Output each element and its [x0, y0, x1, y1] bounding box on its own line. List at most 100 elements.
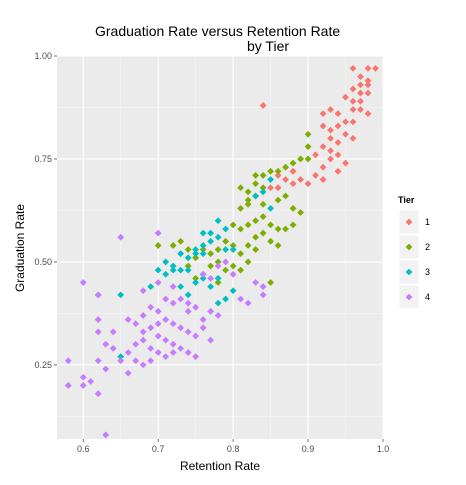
data-point-tier-4: [192, 303, 200, 311]
data-point-tier-2: [252, 246, 259, 253]
data-point-tier-3: [192, 279, 200, 286]
data-point-tier-4: [259, 283, 267, 291]
data-point-tier-3: [199, 250, 207, 258]
data-point-tier-1: [327, 126, 334, 134]
data-point-tier-2: [274, 167, 282, 175]
data-point-tier-4: [132, 340, 140, 348]
data-point-tier-1: [334, 139, 342, 146]
data-point-tier-1: [312, 172, 319, 179]
chart-title-line-2: by Tier: [247, 38, 290, 54]
data-point-tier-3: [162, 258, 170, 266]
data-point-tier-4: [207, 307, 215, 315]
data-point-tier-4: [184, 349, 192, 356]
data-point-tier-1: [334, 110, 342, 118]
data-point-tier-4: [184, 307, 192, 315]
data-point-tier-2: [259, 200, 267, 208]
data-point-tier-4: [244, 299, 252, 307]
data-point-tier-4: [154, 349, 162, 356]
data-point-tier-4: [207, 336, 215, 344]
data-point-tier-4: [139, 287, 147, 295]
data-point-tier-4: [169, 349, 177, 356]
data-point-tier-2: [237, 266, 245, 274]
data-point-tier-2: [192, 254, 200, 262]
data-point-tier-2: [244, 221, 252, 229]
data-point-tier-2: [289, 159, 297, 167]
data-point-tier-3: [169, 262, 177, 270]
data-point-tier-1: [357, 73, 364, 80]
data-point-tier-4: [177, 295, 185, 303]
data-point-tier-3: [229, 287, 237, 295]
data-point-tier-1: [349, 134, 357, 142]
data-point-tier-4: [117, 357, 125, 365]
data-point-tier-2: [267, 221, 274, 229]
data-point-tier-3: [252, 192, 259, 200]
data-point-tier-3: [117, 353, 125, 361]
data-point-tier-3: [199, 229, 207, 237]
data-point-tier-2: [169, 242, 177, 249]
data-point-tier-2: [252, 172, 259, 179]
data-point-tier-4: [79, 279, 87, 286]
data-point-tier-2: [177, 237, 185, 245]
data-point-tier-3: [222, 295, 230, 303]
data-point-tier-2: [252, 180, 259, 188]
data-point-tier-4: [147, 324, 155, 332]
data-point-tier-1: [334, 122, 342, 130]
data-point-tier-1: [364, 110, 372, 118]
data-point-tier-2: [274, 196, 282, 204]
data-point-tier-1: [349, 106, 357, 113]
data-point-tier-2: [259, 213, 267, 221]
data-point-tier-3: [259, 188, 267, 196]
data-point-tier-4: [94, 328, 102, 336]
data-point-tier-2: [244, 242, 252, 249]
data-point-tier-1: [319, 110, 327, 118]
data-point-tier-2: [237, 250, 245, 258]
data-point-tier-2: [297, 209, 304, 216]
data-point-tier-1: [297, 176, 304, 183]
data-point-tier-1: [357, 89, 364, 97]
data-point-tier-2: [229, 221, 237, 229]
data-point-tier-2: [304, 143, 312, 151]
data-point-tier-4: [109, 344, 117, 352]
data-point-tier-1: [289, 180, 297, 188]
data-point-tier-4: [94, 357, 102, 365]
data-point-tier-4: [132, 320, 140, 328]
data-point-tier-3: [214, 233, 222, 241]
legend-marker-tier-3: [405, 268, 413, 276]
data-point-tier-4: [87, 377, 95, 385]
data-point-tier-3: [207, 283, 215, 291]
data-point-tier-4: [214, 312, 222, 319]
data-point-tier-2: [244, 188, 252, 196]
data-point-tier-3: [154, 266, 162, 274]
data-point-tier-2: [259, 229, 267, 237]
legend-label-tier-1: 1: [425, 217, 430, 227]
legend: Tier 1 2 3 4: [398, 195, 430, 310]
data-point-tier-4: [154, 332, 162, 340]
data-point-tier-2: [199, 246, 207, 253]
x-tick-label: 0.9: [302, 444, 315, 454]
data-point-tier-2: [214, 246, 222, 253]
data-point-tier-1: [372, 64, 379, 72]
data-point-tier-3: [184, 254, 192, 262]
data-points: [64, 64, 379, 439]
legend-title: Tier: [398, 195, 415, 205]
data-point-tier-4: [177, 344, 185, 352]
data-point-tier-4: [184, 328, 192, 336]
data-point-tier-1: [289, 167, 297, 175]
legend-marker-tier-4: [405, 293, 413, 301]
data-point-tier-2: [267, 167, 274, 175]
data-point-tier-4: [94, 390, 102, 398]
data-point-tier-3: [267, 176, 274, 183]
data-point-tier-4: [64, 357, 72, 365]
data-point-tier-2: [184, 246, 192, 253]
data-point-tier-2: [192, 274, 200, 282]
data-point-tier-1: [304, 180, 312, 188]
data-point-tier-4: [222, 258, 230, 266]
data-point-tier-1: [342, 118, 349, 126]
data-point-tier-3: [184, 266, 192, 274]
data-point-tier-3: [192, 250, 200, 258]
data-point-tier-3: [177, 266, 185, 274]
data-point-tier-2: [222, 237, 230, 245]
data-point-tier-1: [327, 134, 334, 142]
data-point-tier-2: [244, 200, 252, 208]
data-point-tier-1: [319, 176, 327, 183]
